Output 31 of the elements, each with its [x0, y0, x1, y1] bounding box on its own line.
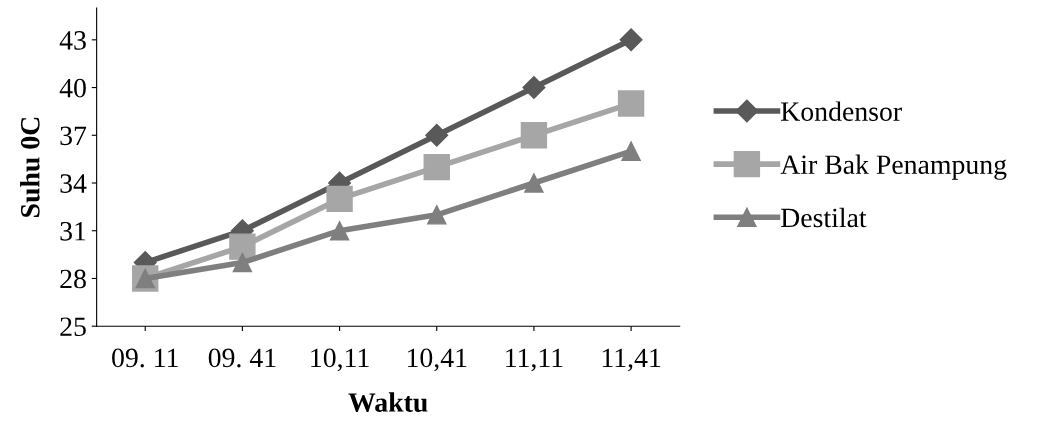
y-axis-title: Suhu 0C — [20, 117, 40, 217]
legend-label: Kondensor — [781, 101, 902, 121]
x-tick-label: 11,11 — [506, 348, 563, 372]
point — [229, 233, 256, 260]
y-tick-label: 34 — [60, 174, 87, 193]
point — [617, 90, 645, 117]
point — [423, 153, 450, 181]
legend-label: Destilat — [781, 207, 867, 228]
point — [520, 122, 548, 149]
point — [621, 141, 641, 161]
x-tick-label: 10,41 — [407, 348, 467, 372]
point — [425, 123, 449, 147]
y-tick-label: 40 — [59, 78, 86, 98]
x-tick-label: 11,41 — [602, 348, 661, 372]
point — [522, 76, 546, 100]
y-tick-label: 43 — [59, 31, 86, 50]
x-tick-label: 10,11 — [311, 348, 369, 372]
x-tick-label: 09. 11 — [112, 348, 178, 368]
x-axis-title: Waktu — [348, 392, 428, 413]
y-tick-label: 25 — [60, 317, 86, 337]
legend-label: Air Bak Penampung — [780, 154, 1007, 180]
point — [326, 185, 353, 213]
y-tick-label: 37 — [60, 126, 87, 146]
point — [427, 205, 447, 225]
x-tick-label: 09. 41 — [208, 348, 276, 368]
point — [232, 252, 253, 273]
y-tick-label: 28 — [60, 269, 86, 289]
y-tick-label: 31 — [60, 221, 86, 241]
point — [619, 28, 643, 52]
point — [524, 173, 544, 193]
point — [329, 221, 350, 241]
